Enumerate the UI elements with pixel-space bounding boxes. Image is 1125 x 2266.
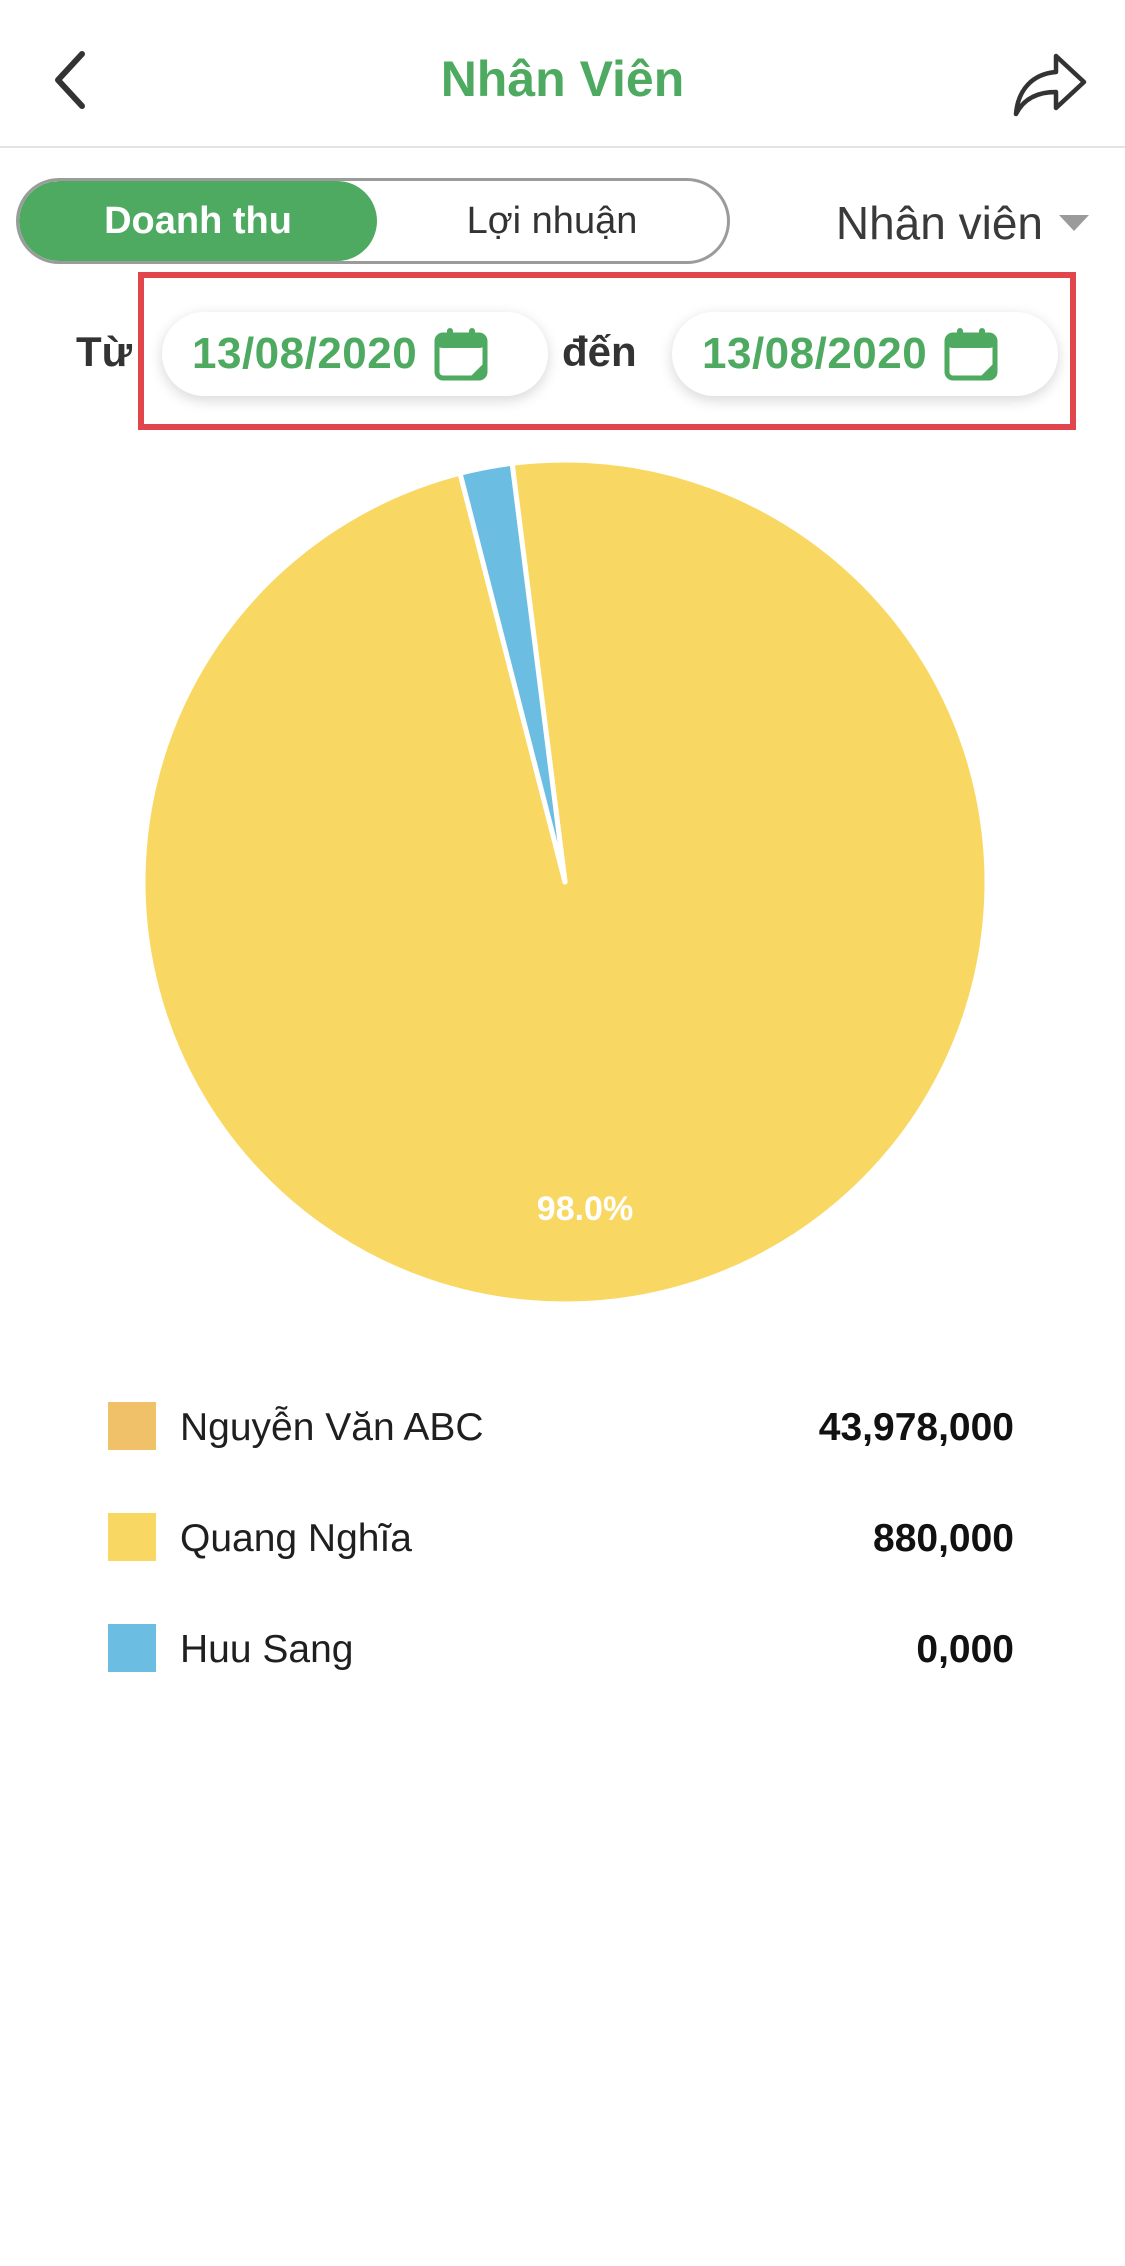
- caret-down-icon: [1059, 215, 1089, 231]
- legend-item: Nguyễn Văn ABC 43,978,000: [108, 1388, 1014, 1499]
- report-type-segment: Doanh thu Lợi nhuận: [16, 178, 730, 264]
- calendar-icon: [434, 328, 488, 381]
- tab-doanh-thu[interactable]: Doanh thu: [19, 181, 377, 261]
- legend-swatch: [108, 1624, 156, 1672]
- legend-name: Nguyễn Văn ABC: [180, 1406, 484, 1449]
- back-button[interactable]: [30, 40, 110, 120]
- legend-item: Quang Nghĩa 880,000: [108, 1499, 1014, 1610]
- to-date-value: 13/08/2020: [702, 329, 928, 378]
- legend-value: 0,000: [916, 1628, 1014, 1671]
- dropdown-selected-label: Nhân viên: [835, 197, 1043, 249]
- pie-data-label: 98.0%: [537, 1190, 633, 1228]
- share-arrow-icon: [1013, 53, 1087, 117]
- from-date-picker[interactable]: 13/08/2020: [162, 312, 548, 396]
- to-date-picker[interactable]: 13/08/2020: [672, 312, 1058, 396]
- calendar-icon: [944, 328, 998, 381]
- chevron-left-icon: [55, 51, 85, 109]
- employee-revenue-pie-chart: 98.0%: [140, 457, 990, 1307]
- group-by-dropdown[interactable]: Nhân viên: [836, 190, 1089, 256]
- page-title: Nhân Viên: [440, 51, 685, 107]
- pie-slice: [457, 460, 568, 885]
- share-button[interactable]: [1005, 40, 1095, 130]
- legend-swatch: [108, 1402, 156, 1450]
- legend-swatch: [108, 1513, 156, 1561]
- to-label: đến: [562, 328, 637, 375]
- legend-name: Huu Sang: [180, 1628, 354, 1671]
- tab-loi-nhuan[interactable]: Lợi nhuận: [466, 199, 638, 242]
- legend-value: 43,978,000: [818, 1406, 1014, 1449]
- header-bar: Nhân Viên: [0, 0, 1125, 148]
- date-range-highlight: [138, 272, 1076, 430]
- legend-name: Quang Nghĩa: [180, 1517, 413, 1560]
- chart-legend: Nguyễn Văn ABC 43,978,000 Quang Nghĩa 88…: [108, 1388, 1014, 1721]
- legend-value: 880,000: [873, 1517, 1014, 1560]
- from-date-value: 13/08/2020: [192, 329, 418, 378]
- legend-item: Huu Sang 0,000: [108, 1610, 1014, 1721]
- from-label: Từ: [76, 328, 133, 375]
